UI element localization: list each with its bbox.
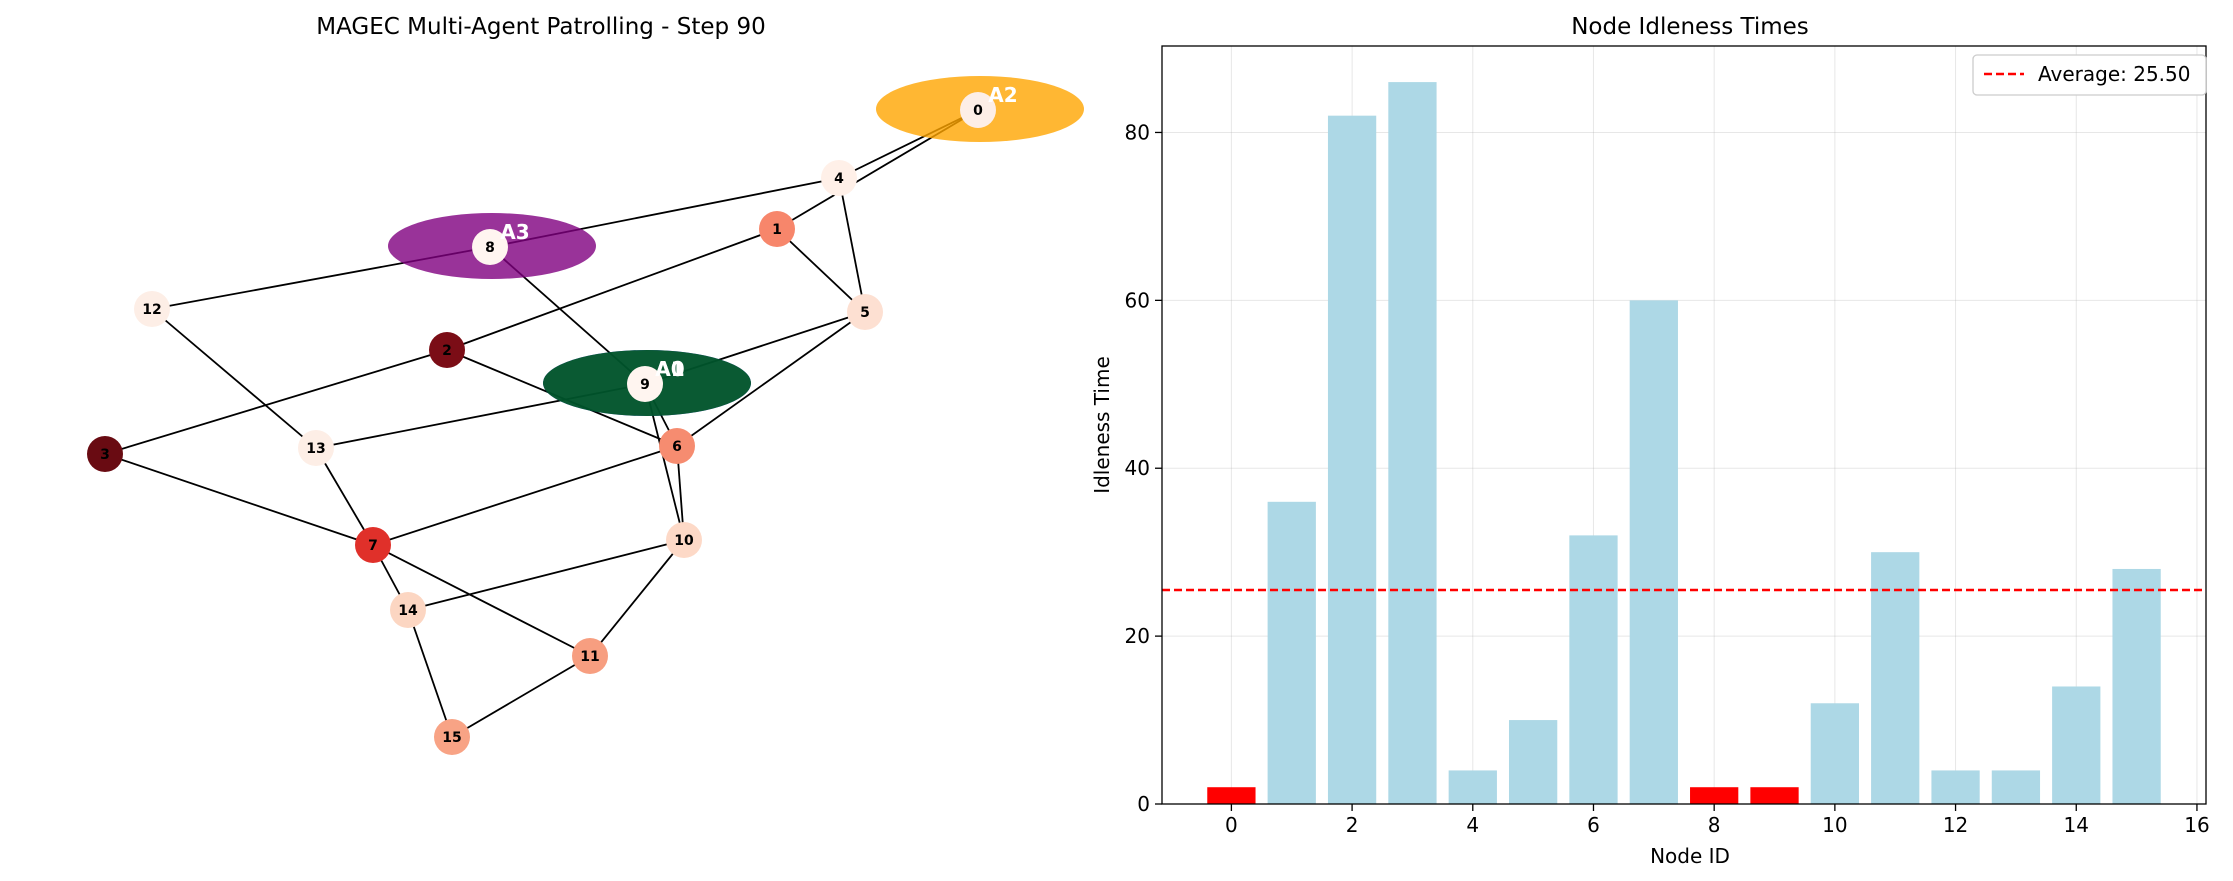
node-label-8: 8 <box>485 240 495 256</box>
edge-6-7 <box>372 445 678 546</box>
y-ticks: 0 20 40 60 80 <box>1125 120 1162 816</box>
node-label-0: 0 <box>973 103 983 119</box>
bar-node-11 <box>1871 552 1920 804</box>
node-label-3: 3 <box>100 447 110 463</box>
network-panel: MAGEC Multi-Agent Patrolling - Step 90 0… <box>87 14 1084 755</box>
bar-node-14 <box>2052 686 2101 804</box>
x-tick-label: 14 <box>2064 813 2089 837</box>
edge-14-15 <box>407 609 453 738</box>
y-tick-label: 40 <box>1125 456 1150 480</box>
bar-node-0 <box>1207 787 1256 804</box>
legend-box <box>1972 54 2207 96</box>
node-13 <box>298 430 334 466</box>
node-label-5: 5 <box>860 305 870 321</box>
agent-label-a3: A3 <box>500 220 529 244</box>
edge-7-11 <box>372 544 591 657</box>
node-label-6: 6 <box>672 439 682 455</box>
node-6 <box>659 428 695 464</box>
x-tick-label: 16 <box>2184 813 2209 837</box>
node-3 <box>87 436 123 472</box>
legend-label: Average: 25.50 <box>2038 62 2190 86</box>
node-8 <box>472 229 508 265</box>
node-label-1: 1 <box>772 222 782 238</box>
bar-node-13 <box>1991 770 2041 804</box>
node-5 <box>847 294 883 330</box>
bars <box>1207 82 2161 805</box>
network-title: MAGEC Multi-Agent Patrolling - Step 90 <box>316 14 766 40</box>
bar-node-7 <box>1629 300 1678 804</box>
network-edges <box>104 109 979 738</box>
x-tick-label: 8 <box>1708 813 1721 837</box>
grid-lines <box>1162 46 2206 805</box>
edge-5-6 <box>676 311 866 447</box>
node-1 <box>759 211 795 247</box>
node-label-14: 14 <box>398 603 418 619</box>
bar-node-4 <box>1448 770 1497 804</box>
bar-chart-title: Node Idleness Times <box>1571 14 1809 40</box>
bar-node-6 <box>1569 535 1618 804</box>
node-label-13: 13 <box>306 441 325 457</box>
y-tick-label: 20 <box>1125 624 1150 648</box>
node-label-7: 7 <box>368 538 378 554</box>
edge-3-7 <box>104 453 374 546</box>
bar-node-9 <box>1750 787 1799 804</box>
x-tick-label: 4 <box>1466 813 1479 837</box>
node-label-15: 15 <box>442 730 461 746</box>
x-tick-label: 2 <box>1346 813 1359 837</box>
x-ticks: 0 2 4 6 8 10 12 14 16 <box>1225 804 2210 837</box>
agent-label-a0: A0 <box>655 357 684 381</box>
node-14 <box>390 592 426 628</box>
agent-label-a1: A1 <box>655 357 684 381</box>
node-10 <box>666 522 702 558</box>
bar-node-8 <box>1690 787 1739 804</box>
edge-2-3 <box>104 349 448 455</box>
legend: Average: 25.50 <box>1972 54 2207 96</box>
node-label-9: 9 <box>640 377 650 393</box>
node-9 <box>627 366 663 402</box>
edge-12-13 <box>151 308 317 449</box>
x-tick-label: 0 <box>1225 813 1238 837</box>
bar-node-10 <box>1810 703 1860 804</box>
bar-node-1 <box>1267 501 1316 804</box>
edge-10-14 <box>407 539 685 611</box>
node-label-2: 2 <box>442 343 452 359</box>
edge-13-7 <box>315 447 374 546</box>
y-axis-label: Idleness Time <box>1090 356 1114 494</box>
node-label-4: 4 <box>834 171 844 187</box>
y-tick-label: 80 <box>1125 120 1150 144</box>
bar-node-5 <box>1508 720 1558 804</box>
x-tick-label: 6 <box>1587 813 1600 837</box>
bar-node-2 <box>1327 115 1377 805</box>
node-2 <box>429 332 465 368</box>
node-label-12: 12 <box>142 302 161 318</box>
edge-1-2 <box>446 228 778 351</box>
node-11 <box>572 638 608 674</box>
bar-node-15 <box>2112 568 2161 804</box>
node-4 <box>821 160 857 196</box>
node-label-10: 10 <box>674 533 694 549</box>
x-axis-label: Node ID <box>1650 844 1730 868</box>
agent-label-a2: A2 <box>988 83 1017 107</box>
bar-node-12 <box>1931 770 1980 804</box>
node-15 <box>434 719 470 755</box>
x-tick-label: 12 <box>1943 813 1968 837</box>
bar-node-3 <box>1388 82 1437 805</box>
node-label-11: 11 <box>580 649 599 665</box>
edge-10-11 <box>589 539 685 657</box>
bar-chart-panel: Node Idleness Times 0 2 4 6 8 10 12 14 16 0 20 40 6… <box>1090 14 2210 868</box>
edge-11-15 <box>451 655 591 738</box>
edge-1-5 <box>776 228 866 313</box>
edge-4-5 <box>838 177 866 313</box>
y-tick-label: 0 <box>1137 792 1150 816</box>
plot-frame <box>1161 45 2207 805</box>
node-0 <box>960 92 996 128</box>
x-tick-label: 10 <box>1822 813 1847 837</box>
node-7 <box>355 527 391 563</box>
node-12 <box>134 291 170 327</box>
y-tick-label: 60 <box>1125 288 1150 312</box>
